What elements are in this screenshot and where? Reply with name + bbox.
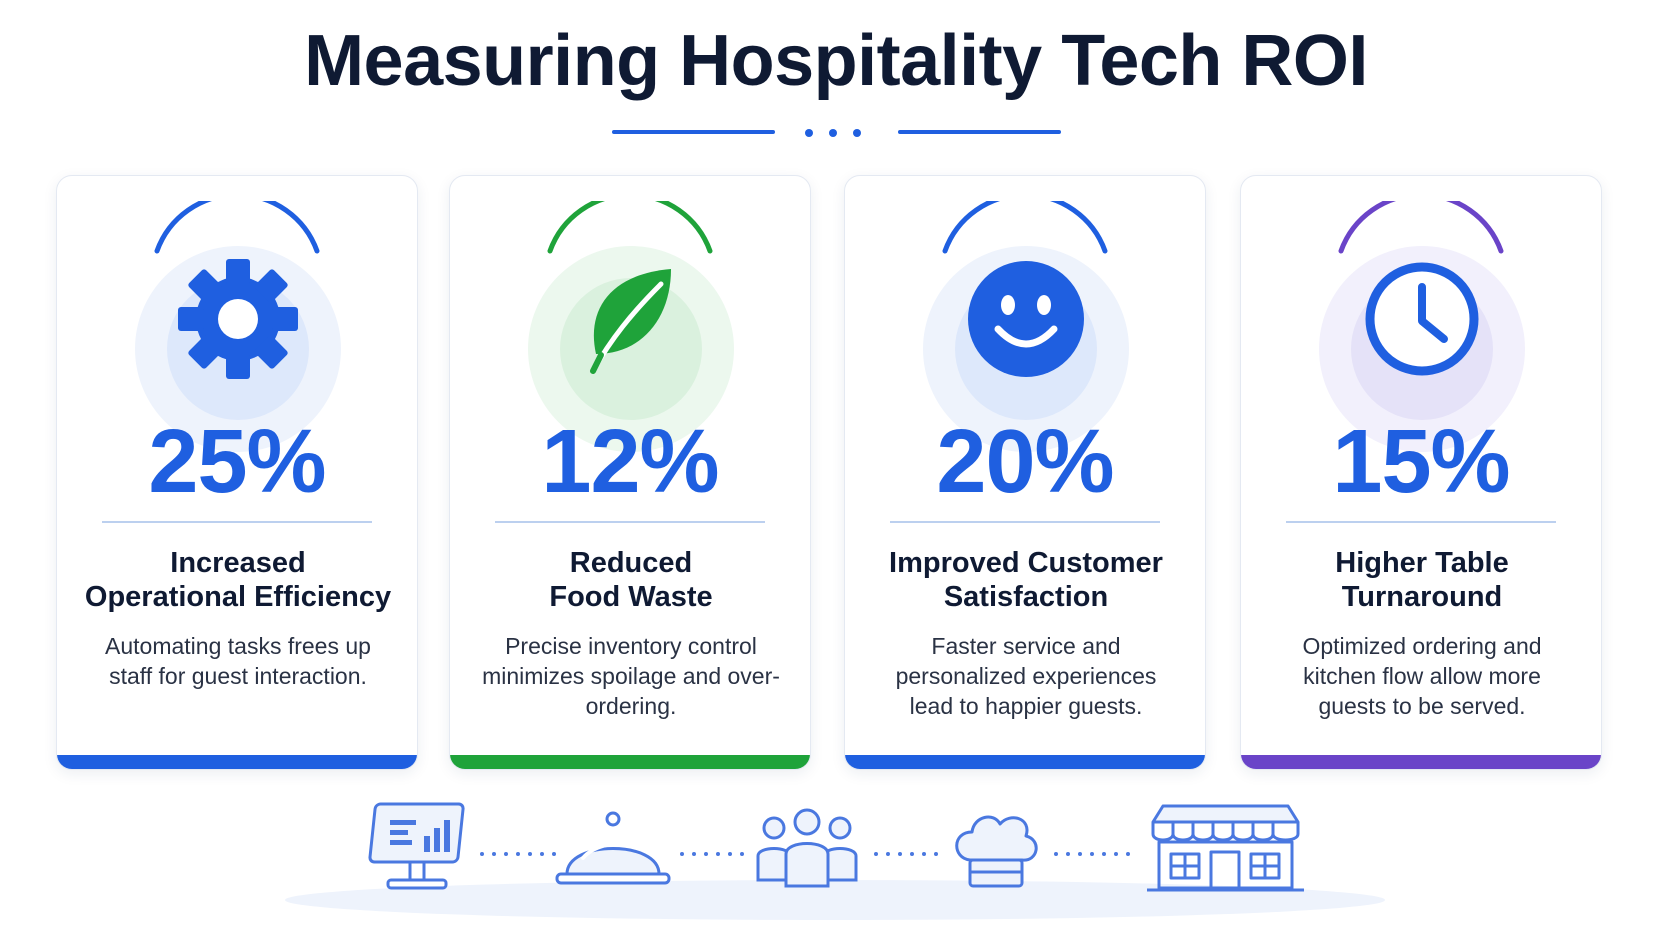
title-dot	[829, 129, 837, 137]
connector-dots	[480, 852, 556, 856]
card-description: Faster service and personalized experien…	[895, 633, 1157, 719]
title-rule-right	[898, 130, 1061, 134]
card-heading-line2: Operational Efficiency	[84, 581, 392, 613]
percent-value: 12%	[541, 412, 719, 512]
card-heading-line1: Higher Table	[1335, 547, 1509, 579]
card-heading-line2: Turnaround	[1341, 581, 1503, 613]
card-operational-efficiency: 25% Increased Operational Efficiency Aut…	[56, 175, 418, 770]
leaf-icon	[590, 269, 671, 374]
title-dot	[853, 129, 861, 137]
card-heading-line2: Satisfaction	[943, 581, 1109, 613]
card-heading: Higher Table Turnaround	[1251, 546, 1593, 614]
pos-terminal-icon	[368, 802, 465, 890]
card-arc	[547, 201, 713, 254]
card-accent-bar	[845, 755, 1205, 769]
card-heading: Reduced Food Waste	[460, 546, 802, 614]
smiley-icon	[968, 261, 1084, 377]
title-rule-left	[612, 130, 775, 134]
card-divider	[1286, 521, 1556, 523]
gear-icon	[178, 259, 298, 379]
card-customer-satisfaction: 20% Improved Customer Satisfaction Faste…	[844, 175, 1206, 770]
card-heading-line1: Reduced	[569, 547, 693, 579]
connector-dots	[1054, 852, 1130, 856]
percent-value: 20%	[936, 412, 1114, 512]
card-heading-line1: Improved Customer	[889, 547, 1163, 579]
card-arc	[942, 201, 1108, 254]
group-icon	[756, 808, 858, 888]
card-divider	[102, 521, 372, 523]
percent-value: 25%	[148, 412, 326, 512]
clock-icon	[1365, 262, 1479, 376]
card-description: Optimized ordering and kitchen flow allo…	[1302, 633, 1542, 719]
card-heading-line1: Increased	[170, 547, 306, 579]
card-accent-bar	[1241, 755, 1601, 769]
card-heading: Increased Operational Efficiency	[67, 546, 409, 614]
card-accent-bar	[57, 755, 417, 769]
card-arc	[154, 201, 320, 254]
card-divider	[495, 521, 765, 523]
card-table-turnaround: 15% Higher Table Turnaround Optimized or…	[1240, 175, 1602, 770]
card-description: Precise inventory control minimizes spoi…	[482, 633, 780, 719]
card-heading: Improved Customer Satisfaction	[855, 546, 1197, 614]
card-accent-bar	[450, 755, 810, 769]
card-food-waste: 12% Reduced Food Waste Precise inventory…	[449, 175, 811, 770]
card-heading-line2: Food Waste	[549, 581, 713, 613]
cloche-icon	[555, 811, 671, 885]
percent-value: 15%	[1332, 412, 1510, 512]
title-dot	[805, 129, 813, 137]
page-title: Measuring Hospitality Tech ROI	[304, 21, 1368, 101]
card-description: Automating tasks frees up staff for gues…	[105, 633, 371, 689]
restaurant-icon	[1147, 804, 1304, 892]
card-arc	[1338, 201, 1504, 254]
connector-dots	[874, 852, 938, 856]
chef-hat-icon	[955, 815, 1038, 888]
card-divider	[890, 521, 1160, 523]
connector-dots	[680, 852, 744, 856]
